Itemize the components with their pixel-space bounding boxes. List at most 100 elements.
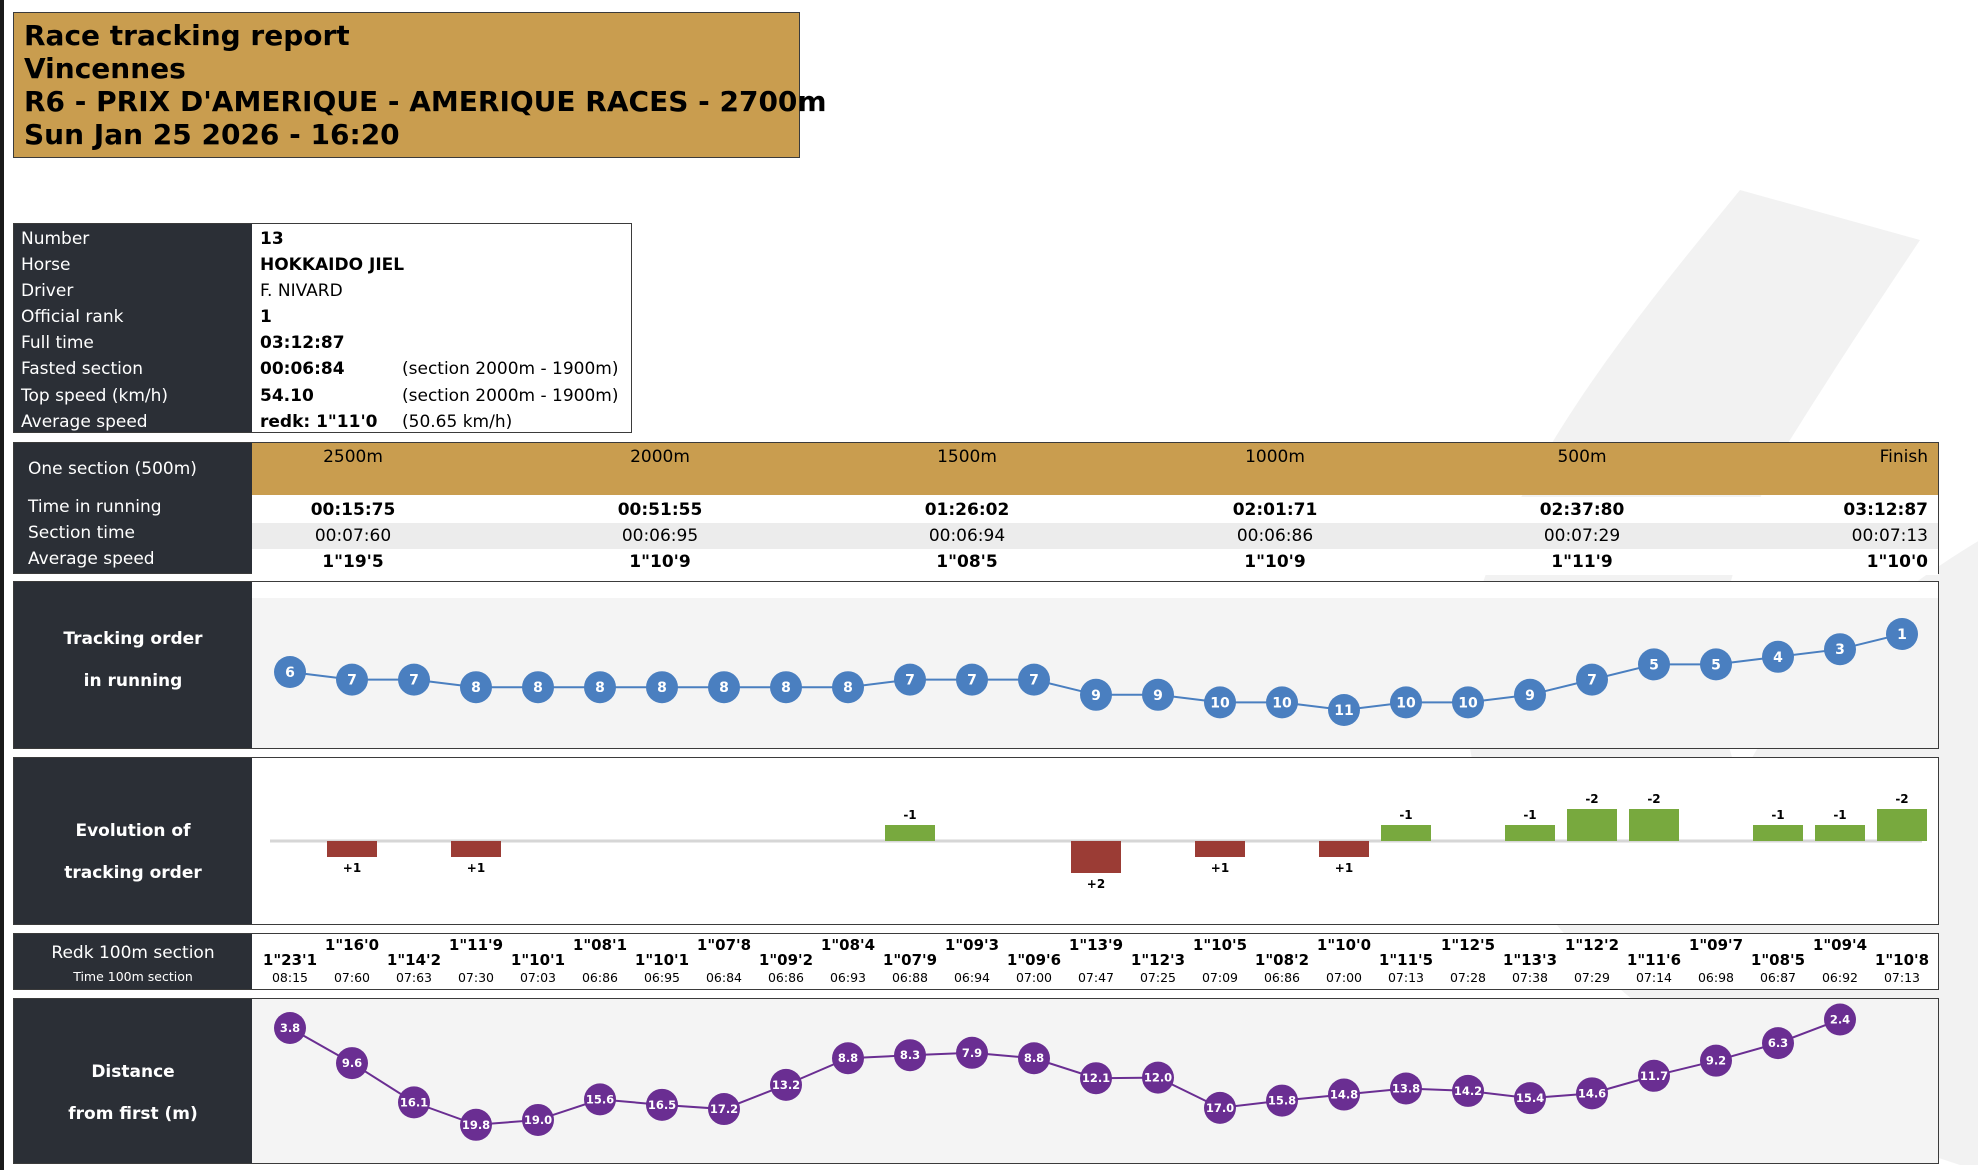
tracking-order-point <box>1886 618 1918 650</box>
evolution-bar-label: -1 <box>903 808 916 822</box>
evolution-bar-label: -2 <box>1895 792 1908 806</box>
value-fastest-section: 00:06:84 <box>260 359 345 380</box>
redk-time: 06:98 <box>1697 970 1735 985</box>
tracking-order-label: 8 <box>843 680 853 696</box>
row-time-in-running: 00:15:75 00:51:55 01:26:02 02:01:71 02:3… <box>252 497 1938 523</box>
tracking-order-point <box>1638 648 1670 681</box>
distance-point <box>1576 1077 1608 1110</box>
tracking-order-point <box>1390 686 1422 719</box>
tracking-order-label: Tracking order in running <box>14 582 252 748</box>
value-fastest-section-row: 00:06:84 (section 2000m - 1900m) <box>252 356 631 382</box>
redk-time: 07:47 <box>1077 970 1115 985</box>
redk-labels: Redk 100m section Time 100m section <box>14 934 252 989</box>
redk-value: 1"12'3 <box>1130 951 1186 969</box>
distance-label: 9.2 <box>1706 1054 1726 1068</box>
redk-value: 1"23'1 <box>262 951 318 969</box>
distance-label: 17.2 <box>710 1102 738 1116</box>
distance-point <box>708 1093 740 1126</box>
redk-time: 06:93 <box>829 970 867 985</box>
tracking-order-label: 1 <box>1897 627 1907 643</box>
distance-label: 14.8 <box>1330 1088 1358 1102</box>
tracking-order-label: 5 <box>1649 657 1659 673</box>
evolution-chart: +1 +1 -1 +2 +1 +1 -1 -1 -2 -2 -1 -1 -2 <box>270 792 1927 891</box>
cell: 00:51:55 <box>617 500 703 520</box>
distance-point <box>336 1047 368 1080</box>
distance-label: 14.6 <box>1578 1086 1606 1100</box>
tracking-order-point <box>460 671 492 704</box>
evolution-bar-gain <box>885 825 935 841</box>
top-speed-note: (section 2000m - 1900m) <box>402 385 619 406</box>
redk-time: 06:87 <box>1759 970 1797 985</box>
redk-value: 1"12'2 <box>1564 936 1620 954</box>
section-col-1500: 1500m <box>937 447 997 467</box>
value-full-time: 03:12:87 <box>260 333 345 354</box>
redk-value: 1"08'2 <box>1254 951 1310 969</box>
redk-value: 1"10'5 <box>1192 936 1248 954</box>
tracking-order-point <box>1080 678 1112 711</box>
tracking-order-point <box>1204 686 1236 719</box>
distance-label: 14.2 <box>1454 1084 1482 1098</box>
redk-time: 07:03 <box>519 970 557 985</box>
tracking-order-point <box>708 671 740 704</box>
cell: 1"10'9 <box>629 552 691 572</box>
distance-point <box>460 1108 492 1141</box>
distance-point <box>1080 1062 1112 1095</box>
distance-point <box>770 1068 802 1101</box>
distance-point <box>894 1039 926 1072</box>
tracking-order-point <box>1142 678 1174 711</box>
cell: 00:06:94 <box>928 526 1006 546</box>
distance-label: 15.4 <box>1516 1091 1544 1105</box>
tracking-order-label: 8 <box>533 680 543 696</box>
evolution-bar-label: +1 <box>1335 861 1353 875</box>
distance-label: 12.0 <box>1144 1071 1172 1085</box>
cell: 03:12:87 <box>1843 500 1928 520</box>
section-col-1000: 1000m <box>1245 447 1305 467</box>
label-top-speed: Top speed (km/h) <box>21 385 169 406</box>
tracking-order-point <box>1824 633 1856 666</box>
horse-info-table: Number Horse Driver Official rank Full t… <box>13 223 632 433</box>
cell: 1"19'5 <box>322 552 384 572</box>
distance-point <box>584 1083 616 1116</box>
tracking-order-label: 7 <box>967 673 977 689</box>
horse-info-values: 13 HOKKAIDO JIEL F. NIVARD 1 03:12:87 00… <box>252 224 631 432</box>
redk-time: 07:13 <box>1883 970 1921 985</box>
tracking-order-label: 9 <box>1091 688 1101 704</box>
evolution-bar-label: +1 <box>467 861 485 875</box>
value-driver: F. NIVARD <box>260 281 343 302</box>
tracking-order-label: 9 <box>1525 688 1535 704</box>
distance-label: 8.8 <box>838 1051 858 1065</box>
distance-point <box>1018 1042 1050 1075</box>
redk-value: 1"11'6 <box>1626 951 1682 969</box>
evolution-bar-gain <box>1877 809 1927 841</box>
row-average-speed: 1"19'5 1"10'9 1"08'5 1"10'9 1"11'9 1"10'… <box>252 549 1938 575</box>
tracking-order-point <box>1452 686 1484 719</box>
tracking-order-label: 10 <box>1272 695 1292 711</box>
distance-point <box>832 1042 864 1075</box>
tracking-order-point <box>1018 663 1050 696</box>
section-col-2500: 2500m <box>323 447 383 467</box>
evolution-bar-gain <box>1815 825 1865 841</box>
distance-label: 17.0 <box>1206 1101 1234 1115</box>
distance-label: Distance from first (m) <box>14 999 252 1163</box>
tracking-order-label: 8 <box>781 680 791 696</box>
distance-label: 15.6 <box>586 1092 614 1106</box>
distance-label: 15.8 <box>1268 1094 1296 1108</box>
distance-point <box>1266 1084 1298 1117</box>
tracking-order-label: 7 <box>347 673 357 689</box>
distance-point <box>1824 1003 1856 1036</box>
value-number: 13 <box>260 229 284 249</box>
evolution-bar-label: -2 <box>1585 792 1598 806</box>
distance-label: 19.0 <box>524 1113 552 1127</box>
cell: 02:01:71 <box>1232 500 1318 520</box>
distance-line <box>289 1018 1841 1126</box>
cell: 00:07:60 <box>314 526 392 546</box>
distance-label: 9.6 <box>342 1056 362 1070</box>
evolution-bar-loss <box>327 841 377 857</box>
evolution-bar-gain <box>1629 809 1679 841</box>
redk-value: 1"08'4 <box>820 936 876 954</box>
value-average-speed: redk: 1"11'0 <box>260 411 378 432</box>
value-average-speed-row: redk: 1"11'0 (50.65 km/h) <box>252 409 631 435</box>
evolution-bar-label: -1 <box>1399 808 1412 822</box>
redk-time: 07:09 <box>1201 970 1239 985</box>
label-official-rank: Official rank <box>21 307 124 328</box>
